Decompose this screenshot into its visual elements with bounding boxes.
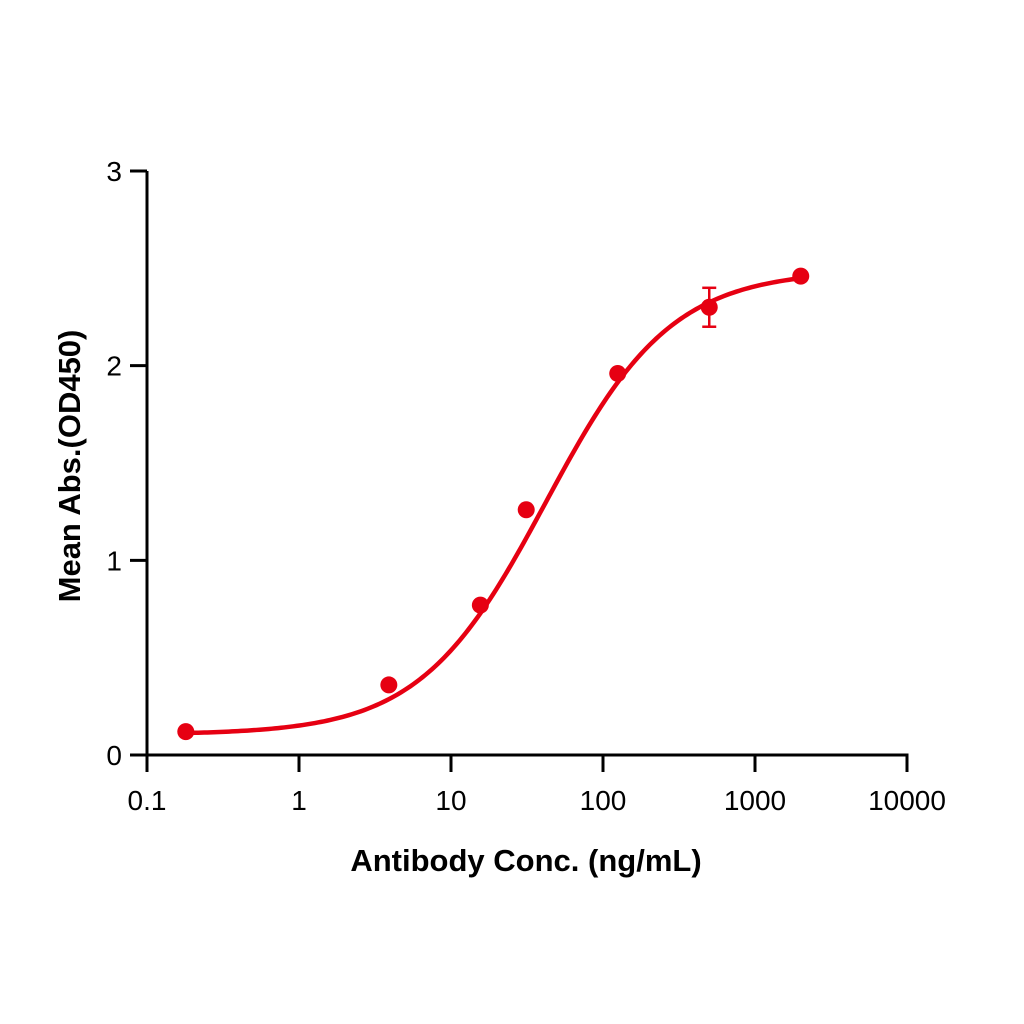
y-tick-label: 3	[106, 156, 122, 187]
data-point	[471, 596, 489, 614]
x-tick-label: 0.1	[128, 785, 167, 816]
y-tick-label: 1	[106, 545, 122, 576]
data-point	[517, 501, 535, 519]
y-tick-label: 2	[106, 351, 122, 382]
data-point	[609, 364, 627, 382]
x-axis-title: Antibody Conc. (ng/mL)	[350, 843, 701, 878]
data-point	[792, 267, 810, 285]
x-tick-label: 100	[580, 785, 627, 816]
x-tick-label: 10	[435, 785, 466, 816]
data-point	[380, 676, 398, 694]
fit-curve	[183, 275, 804, 736]
y-tick-labels: 0 1 2 3	[106, 156, 122, 771]
x-tick-label: 1	[291, 785, 307, 816]
data-points	[177, 267, 810, 741]
x-tick-label: 1000	[724, 785, 786, 816]
y-axis-title: Mean Abs.(OD450)	[52, 330, 87, 603]
axes	[130, 169, 909, 772]
data-point	[700, 298, 718, 316]
data-point	[177, 723, 195, 741]
y-tick-label: 0	[106, 740, 122, 771]
x-tick-label: 10000	[868, 785, 946, 816]
x-tick-labels: 0.1 1 10 100 1000 10000	[128, 785, 946, 816]
